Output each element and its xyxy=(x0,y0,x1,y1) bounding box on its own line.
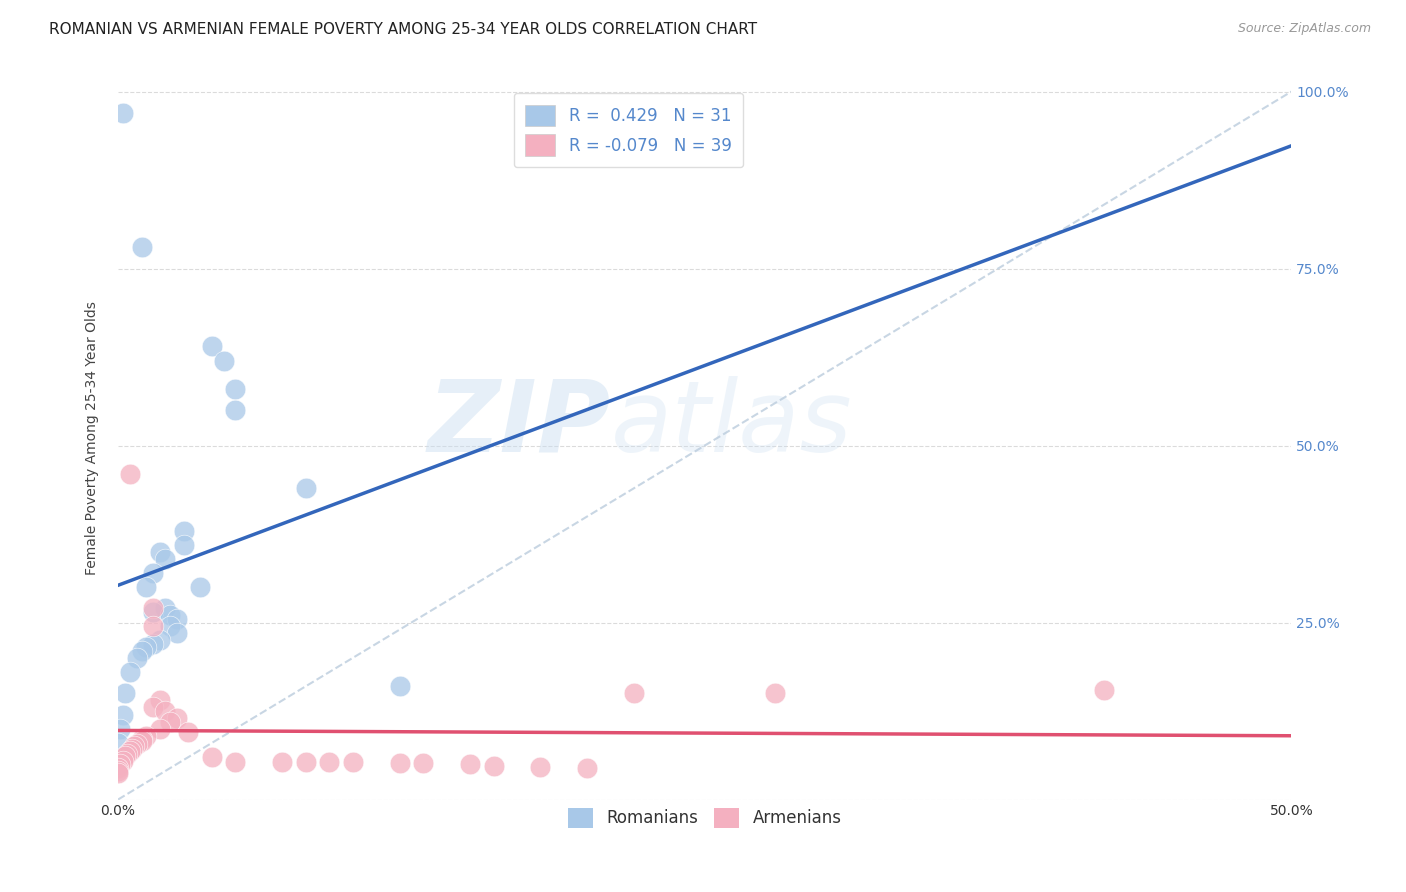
Point xyxy=(482,758,505,772)
Legend: Romanians, Armenians: Romanians, Armenians xyxy=(561,801,848,835)
Point xyxy=(107,761,129,775)
Point xyxy=(111,707,134,722)
Point xyxy=(111,754,134,768)
Point xyxy=(142,619,165,633)
Point xyxy=(153,704,176,718)
Point xyxy=(763,686,786,700)
Point xyxy=(125,651,148,665)
Point xyxy=(135,640,157,655)
Point xyxy=(142,700,165,714)
Point xyxy=(166,612,188,626)
Point xyxy=(294,481,316,495)
Point xyxy=(212,353,235,368)
Point xyxy=(458,757,481,772)
Text: Source: ZipAtlas.com: Source: ZipAtlas.com xyxy=(1237,22,1371,36)
Point xyxy=(623,686,645,700)
Point xyxy=(107,765,129,780)
Point xyxy=(159,714,181,729)
Point xyxy=(412,756,434,771)
Point xyxy=(107,764,129,779)
Point xyxy=(118,665,141,679)
Point xyxy=(388,679,411,693)
Point xyxy=(114,686,136,700)
Point xyxy=(111,105,134,120)
Point xyxy=(153,601,176,615)
Point xyxy=(110,722,132,736)
Point xyxy=(173,538,195,552)
Point xyxy=(153,551,176,566)
Text: ZIP: ZIP xyxy=(427,376,610,473)
Point xyxy=(576,761,599,775)
Point xyxy=(125,737,148,751)
Point xyxy=(159,608,181,623)
Point xyxy=(342,755,364,769)
Point xyxy=(114,748,136,763)
Point xyxy=(149,545,172,559)
Point xyxy=(110,757,132,772)
Point xyxy=(131,734,153,748)
Point xyxy=(201,750,224,764)
Point xyxy=(118,744,141,758)
Point xyxy=(131,644,153,658)
Point xyxy=(149,633,172,648)
Point xyxy=(135,729,157,743)
Point xyxy=(388,756,411,770)
Point xyxy=(201,339,224,353)
Point xyxy=(224,755,246,769)
Point xyxy=(131,732,153,747)
Point xyxy=(107,736,129,750)
Point xyxy=(135,580,157,594)
Point xyxy=(121,741,143,756)
Point xyxy=(529,760,551,774)
Text: atlas: atlas xyxy=(610,376,852,473)
Point xyxy=(1092,682,1115,697)
Point xyxy=(142,637,165,651)
Point xyxy=(142,605,165,619)
Point xyxy=(159,619,181,633)
Point xyxy=(294,755,316,769)
Point xyxy=(177,725,200,739)
Point xyxy=(271,755,294,769)
Point xyxy=(166,711,188,725)
Point xyxy=(142,601,165,615)
Point xyxy=(124,739,146,754)
Point xyxy=(149,693,172,707)
Point xyxy=(131,240,153,254)
Point xyxy=(318,755,340,769)
Point xyxy=(166,626,188,640)
Point xyxy=(224,382,246,396)
Point xyxy=(173,524,195,538)
Point xyxy=(117,747,139,761)
Text: ROMANIAN VS ARMENIAN FEMALE POVERTY AMONG 25-34 YEAR OLDS CORRELATION CHART: ROMANIAN VS ARMENIAN FEMALE POVERTY AMON… xyxy=(49,22,758,37)
Point xyxy=(118,467,141,481)
Y-axis label: Female Poverty Among 25-34 Year Olds: Female Poverty Among 25-34 Year Olds xyxy=(86,301,100,575)
Point xyxy=(224,403,246,417)
Point xyxy=(188,580,211,594)
Point xyxy=(142,566,165,580)
Point xyxy=(149,722,172,736)
